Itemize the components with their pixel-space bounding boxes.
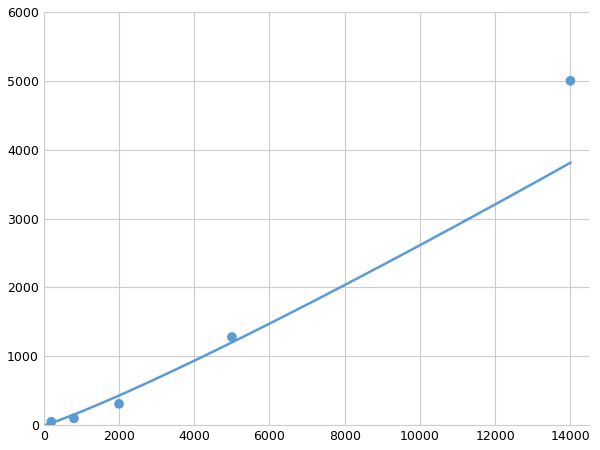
Point <box>47 418 56 425</box>
Point <box>69 415 79 422</box>
Point <box>114 400 124 407</box>
Point <box>566 77 575 85</box>
Point <box>227 333 236 341</box>
